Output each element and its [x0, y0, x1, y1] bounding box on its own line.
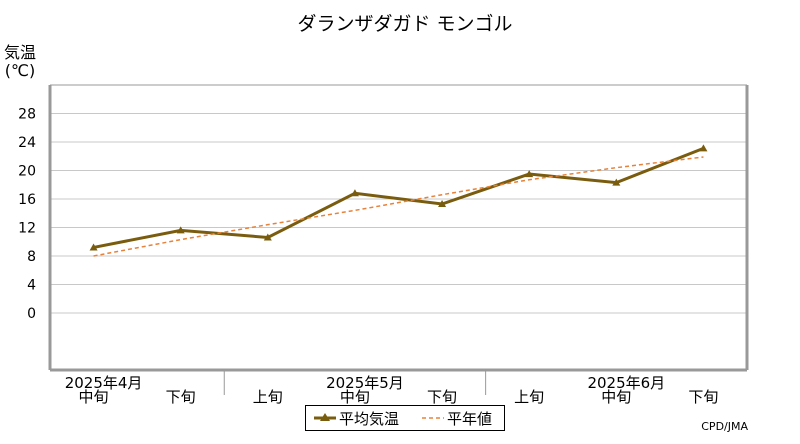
- x-tick-label: 中旬: [340, 388, 370, 406]
- series-line-normal: [93, 156, 704, 257]
- legend: 平均気温 平年値: [305, 405, 505, 431]
- y-tick-label: 24: [18, 135, 36, 151]
- month-label: 2025年6月: [587, 374, 665, 392]
- data-point-marker: [438, 199, 447, 207]
- chart-title: ダランザダガド モンゴル: [297, 13, 512, 35]
- plot-area: 0 4 8 12 16 20 24 28 中旬 下旬 上旬 中旬 下旬 上旬 中旬 下旬 2025年4月 2025…: [18, 84, 749, 406]
- y-tick-label: 8: [27, 249, 36, 265]
- legend-marker-triangle-icon: [320, 413, 330, 421]
- y-tick-label: 28: [18, 107, 36, 123]
- data-point-marker: [263, 233, 272, 241]
- credit-label: CPD/JMA: [701, 420, 748, 433]
- data-point-marker: [89, 243, 98, 251]
- data-point-marker: [350, 189, 359, 197]
- x-tick-label: 下旬: [166, 388, 196, 406]
- x-tick-label: 下旬: [688, 388, 718, 406]
- x-tick-label: 上旬: [253, 388, 283, 406]
- month-label: 2025年5月: [326, 374, 404, 392]
- y-tick-label: 20: [18, 164, 36, 180]
- x-tick-label: 上旬: [514, 388, 544, 406]
- legend-label-normal: 平年値: [447, 410, 492, 428]
- legend-label-average: 平均気温: [339, 410, 399, 428]
- series-line-average: [93, 147, 704, 249]
- x-tick-label: 中旬: [79, 388, 109, 406]
- y-tick-label: 16: [18, 192, 36, 208]
- y-axis-label: 気温: [4, 43, 36, 62]
- y-tick-label: 0: [27, 306, 36, 322]
- data-point-marker: [699, 144, 708, 152]
- y-axis-unit: (℃): [5, 61, 35, 80]
- y-tick-label: 4: [27, 278, 36, 294]
- y-tick-label: 12: [18, 221, 36, 237]
- data-point-marker: [525, 170, 534, 178]
- x-tick-label: 中旬: [601, 388, 631, 406]
- month-label: 2025年4月: [65, 374, 143, 392]
- data-point-marker: [176, 226, 185, 234]
- data-point-marker: [612, 178, 621, 186]
- x-tick-label: 下旬: [427, 388, 457, 406]
